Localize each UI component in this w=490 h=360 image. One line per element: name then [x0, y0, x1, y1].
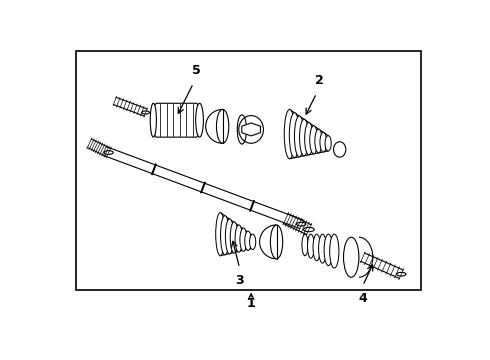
Ellipse shape [299, 119, 309, 156]
Ellipse shape [308, 234, 314, 258]
Ellipse shape [296, 222, 306, 226]
Ellipse shape [310, 126, 318, 154]
Ellipse shape [196, 103, 203, 137]
Ellipse shape [284, 109, 295, 159]
Ellipse shape [305, 122, 313, 155]
Ellipse shape [216, 213, 225, 256]
Text: 4: 4 [358, 292, 367, 305]
Ellipse shape [217, 109, 229, 143]
Text: 5: 5 [192, 64, 201, 77]
Ellipse shape [343, 237, 359, 277]
Ellipse shape [235, 225, 243, 252]
Text: 1: 1 [247, 297, 255, 310]
Ellipse shape [324, 234, 333, 266]
Ellipse shape [240, 228, 247, 251]
Ellipse shape [220, 216, 229, 255]
Ellipse shape [289, 113, 299, 158]
Ellipse shape [270, 225, 283, 259]
Text: 3: 3 [235, 274, 244, 287]
Ellipse shape [245, 231, 251, 251]
Ellipse shape [330, 234, 339, 268]
Bar [76, 51, 421, 289]
Polygon shape [153, 103, 199, 137]
Ellipse shape [294, 116, 304, 157]
Ellipse shape [320, 132, 327, 152]
Ellipse shape [237, 115, 246, 144]
Ellipse shape [225, 219, 234, 254]
Text: 2: 2 [315, 74, 324, 87]
Ellipse shape [249, 234, 256, 249]
Ellipse shape [150, 103, 156, 137]
Ellipse shape [325, 136, 331, 151]
Ellipse shape [303, 228, 314, 232]
Ellipse shape [315, 129, 322, 153]
Ellipse shape [142, 111, 149, 114]
Ellipse shape [397, 273, 406, 276]
Polygon shape [242, 123, 261, 136]
Ellipse shape [318, 234, 327, 263]
Ellipse shape [313, 234, 320, 261]
Ellipse shape [334, 142, 346, 157]
Ellipse shape [230, 222, 238, 253]
Ellipse shape [302, 234, 308, 256]
Ellipse shape [104, 151, 113, 154]
